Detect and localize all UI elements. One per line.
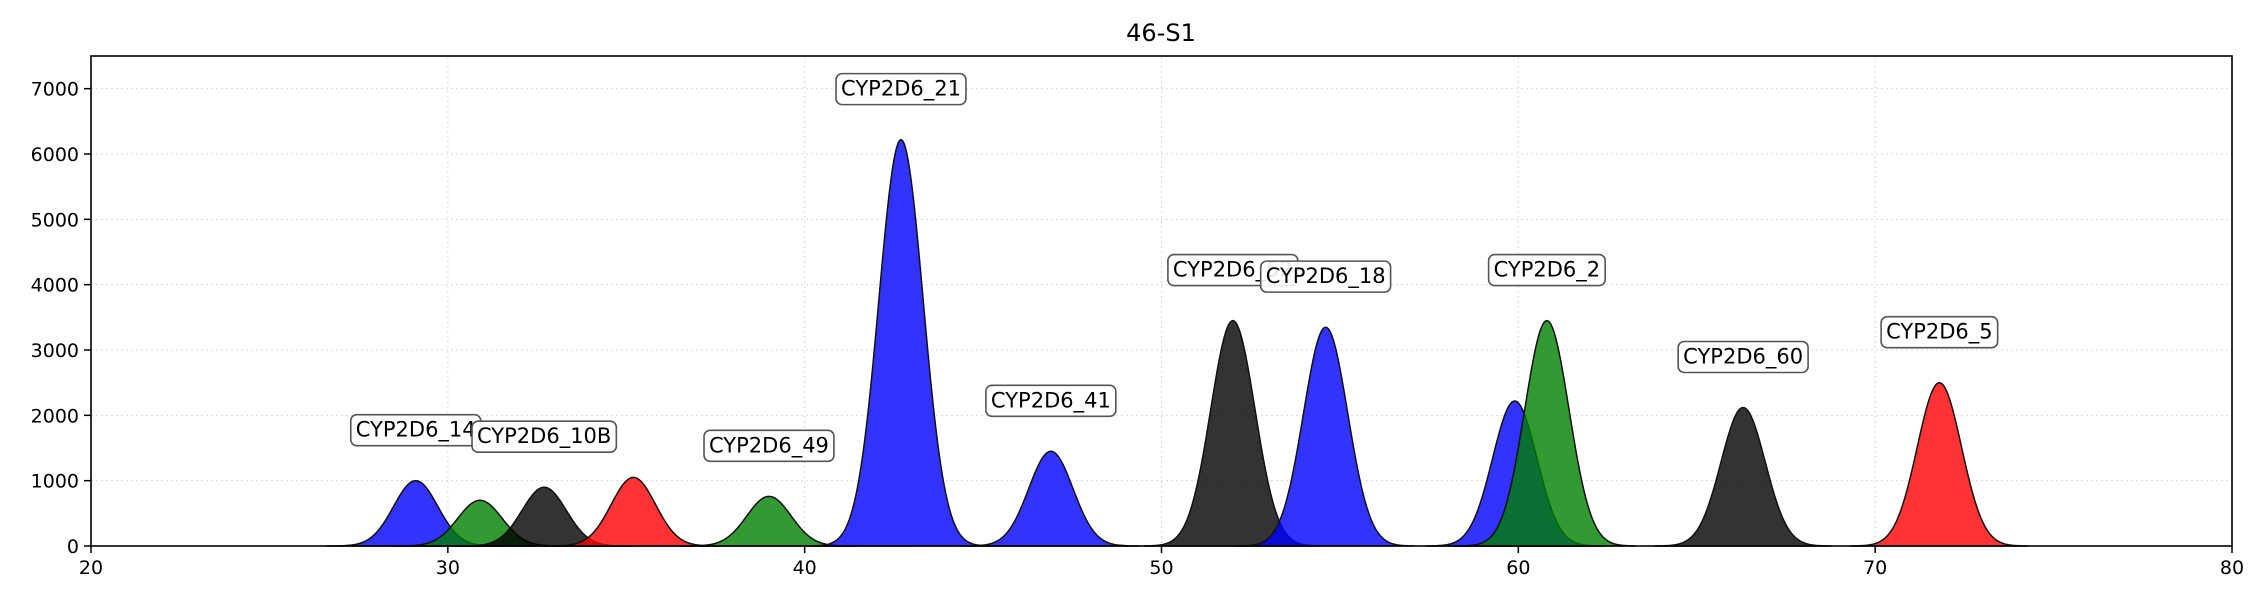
peak-cyp2d6_21 <box>811 138 990 547</box>
peak-label-text: CYP2D6_49 <box>709 433 829 458</box>
peak-label-cyp2d6_18: CYP2D6_18 <box>1259 260 1392 293</box>
peak-label-text: CYP2D6_60 <box>1683 344 1803 369</box>
x-tick-label: 60 <box>1506 557 1530 579</box>
peak-label-box <box>1487 253 1606 287</box>
y-tick-label: 5000 <box>31 209 79 231</box>
y-tick-label: 1000 <box>31 471 79 493</box>
peak-label-text: CYP2D6_5 <box>1886 320 1993 345</box>
x-tick-label: 30 <box>436 557 460 579</box>
peak-unlabeled-3 <box>544 476 722 547</box>
peak-cyp2d6_49 <box>679 495 858 547</box>
y-axis: 0 1000 2000 3000 4000 5000 6000 7000 <box>31 79 91 558</box>
peak-label-cyp2d6_60: CYP2D6_60 <box>1677 340 1809 374</box>
peaks <box>326 138 2028 547</box>
peak-label-cyp2d6_41: CYP2D6_41 <box>985 384 1117 418</box>
peak-label-text: CYP2D6_41 <box>991 388 1111 413</box>
peak-label-cyp2d6_10b: CYP2D6_10B <box>471 420 618 454</box>
chart-title: 46-S1 <box>1126 19 1196 47</box>
peak-cyp2d6_18 <box>1236 326 1415 547</box>
peak-cyp2d6_60 <box>1653 406 1832 547</box>
y-tick-label: 0 <box>67 536 79 558</box>
y-tick-label: 6000 <box>31 144 79 166</box>
peak-cyp2d6_5 <box>1850 381 2028 547</box>
peak-label-cyp2d6_21: CYP2D6_21 <box>835 72 967 106</box>
peak-label-cyp2d6_49: CYP2D6_49 <box>703 429 835 463</box>
peak-label-text: CYP2D6_21 <box>841 77 961 102</box>
peak-label-cyp2d6_5: CYP2D6_5 <box>1880 315 1999 349</box>
peak-cyp2d6_2 <box>1457 319 1636 547</box>
y-tick-label: 7000 <box>31 79 79 101</box>
peak-label-box <box>835 72 967 106</box>
x-tick-label: 80 <box>2220 557 2244 579</box>
y-tick-label: 3000 <box>31 340 79 362</box>
peak-label-text: CYP2D6_10B <box>477 424 611 449</box>
x-tick-label: 70 <box>1863 557 1887 579</box>
peak-label-text: CYP2D6_14 <box>356 418 476 443</box>
peak-label-box <box>985 384 1117 418</box>
peak-label-box <box>471 420 618 454</box>
peak-label-box <box>1677 340 1809 374</box>
peak-labels: CYP2D6_14 CYP2D6_10B CYP2D6_49 CYP2D6_21 CYP… <box>349 72 1999 463</box>
x-tick-label: 20 <box>79 557 103 579</box>
peak-cyp2d6_41 <box>961 450 1140 547</box>
x-axis: 20 30 40 50 60 70 80 <box>79 546 2244 579</box>
peak-label-text: CYP2D6_2 <box>1494 258 1601 283</box>
peak-label-box <box>1880 315 1999 349</box>
y-tick-label: 4000 <box>31 275 79 297</box>
peak-label-cyp2d6_14: CYP2D6_14 <box>349 413 482 447</box>
peak-label-cyp2d6_2: CYP2D6_2 <box>1487 253 1606 287</box>
peak-label-box <box>1259 260 1392 293</box>
x-tick-label: 40 <box>793 557 817 579</box>
x-tick-label: 50 <box>1149 557 1173 579</box>
peak-label-text: CYP2D6_18 <box>1266 264 1386 289</box>
y-tick-label: 2000 <box>31 405 79 427</box>
peak-label-box <box>703 429 835 463</box>
